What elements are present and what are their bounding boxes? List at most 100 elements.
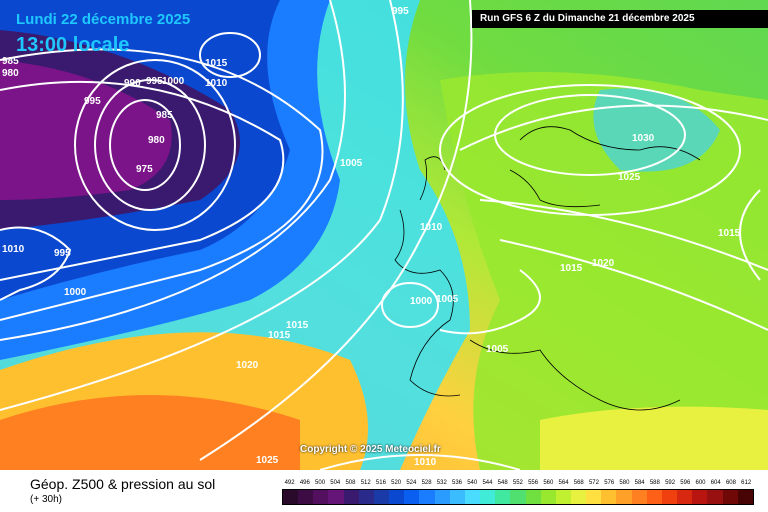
scale-label: 540: [465, 478, 480, 489]
scale-swatch: [526, 490, 541, 504]
isobar-label: 1025: [618, 172, 641, 183]
south-yellow: [540, 407, 768, 470]
scale-label: 564: [556, 478, 571, 489]
isobar-label: 985: [156, 110, 173, 121]
isobar-label: 1025: [256, 455, 279, 466]
scale-swatch: [723, 490, 738, 504]
scale-label: 568: [571, 478, 586, 489]
scale-swatch: [298, 490, 313, 504]
scale-swatch: [450, 490, 465, 504]
scale-swatch: [480, 490, 495, 504]
scale-label: 552: [510, 478, 525, 489]
scale-swatch: [707, 490, 722, 504]
scale-label: 536: [449, 478, 464, 489]
scale-label: 584: [632, 478, 647, 489]
scale-swatch: [632, 490, 647, 504]
isobar-label: 980: [148, 135, 165, 146]
scale-swatch: [647, 490, 662, 504]
scale-swatch: [359, 490, 374, 504]
scale-label: 492: [282, 478, 297, 489]
scale-swatch: [389, 490, 404, 504]
isobar-label: 975: [136, 164, 153, 175]
scale-swatch: [510, 490, 525, 504]
scale-label: 548: [495, 478, 510, 489]
isobar-label: 995: [392, 6, 409, 17]
scale-swatch: [662, 490, 677, 504]
scale-label: 500: [312, 478, 327, 489]
isobar-label: 1000: [64, 287, 87, 298]
isobar-label: 985: [2, 56, 19, 67]
scale-label: 604: [708, 478, 723, 489]
scale-label: 524: [404, 478, 419, 489]
isobar-label: 980: [2, 68, 19, 79]
run-banner: Run GFS 6 Z du Dimanche 21 décembre 2025: [472, 10, 768, 28]
scale-label: 572: [586, 478, 601, 489]
scale-swatch: [692, 490, 707, 504]
scale-label: 588: [647, 478, 662, 489]
isobar-label: 1010: [414, 457, 437, 468]
isobar-label: 1005: [340, 158, 363, 169]
scale-swatch: [328, 490, 343, 504]
weather-map: 995 985 980 1015 1010 990 995 1000 995 9…: [0, 0, 768, 470]
isobar-label: 1015: [560, 263, 583, 274]
scale-swatch: [541, 490, 556, 504]
isobar-label: 1005: [486, 344, 509, 355]
scale-label: 560: [541, 478, 556, 489]
scale-swatch: [586, 490, 601, 504]
map-canvas: 995 985 980 1015 1010 990 995 1000 995 9…: [0, 0, 768, 470]
color-scale: 492 496 500 504 508 512 516 520 524 528 532 536 540 5…: [282, 478, 754, 505]
scale-swatch: [465, 490, 480, 504]
scale-label: 520: [389, 478, 404, 489]
isobar-label: 1005: [436, 294, 459, 305]
scale-label: 532: [434, 478, 449, 489]
scale-label: 576: [602, 478, 617, 489]
isobar-label: 995: [84, 96, 101, 107]
isobar-label: 1015: [205, 58, 228, 69]
scale-swatch: [374, 490, 389, 504]
scale-label: 596: [678, 478, 693, 489]
scale-swatch: [419, 490, 434, 504]
scale-swatch: [571, 490, 586, 504]
scale-swatch: [495, 490, 510, 504]
isobar-label: 1000: [410, 296, 433, 307]
scale-label: 608: [723, 478, 738, 489]
scale-label: 544: [480, 478, 495, 489]
scale-swatch: [435, 490, 450, 504]
scale-label: 512: [358, 478, 373, 489]
isobar-label: 1000: [162, 76, 185, 87]
isobar-label: 1030: [632, 133, 655, 144]
isobar-label: 1015: [718, 228, 741, 239]
scale-swatch: [677, 490, 692, 504]
isobar-label: 1020: [236, 360, 259, 371]
scale-label: 612: [739, 478, 754, 489]
scale-swatch: [283, 490, 298, 504]
scale-label: 528: [419, 478, 434, 489]
scale-label: 516: [373, 478, 388, 489]
copyright-notice: Copyright © 2025 Meteociel.fr: [300, 444, 441, 455]
legend-subtitle: (+ 30h): [30, 494, 62, 505]
isobar-label: 995: [54, 248, 71, 259]
scale-labels: 492 496 500 504 508 512 516 520 524 528 532 536 540 5…: [282, 478, 754, 489]
scale-label: 592: [662, 478, 677, 489]
scale-label: 508: [343, 478, 358, 489]
scale-swatch: [601, 490, 616, 504]
forecast-time: 13:00 locale: [16, 34, 129, 57]
scale-swatch: [344, 490, 359, 504]
scale-label: 600: [693, 478, 708, 489]
scale-label: 496: [297, 478, 312, 489]
scale-bar: [282, 489, 754, 505]
forecast-date: Lundi 22 décembre 2025: [16, 11, 190, 28]
scale-label: 580: [617, 478, 632, 489]
isobar-label: 1010: [205, 78, 228, 89]
scale-label: 556: [526, 478, 541, 489]
scale-label: 504: [328, 478, 343, 489]
scale-swatch: [616, 490, 631, 504]
isobar-label: 990: [124, 78, 141, 89]
isobar-label: 995: [146, 76, 163, 87]
scale-swatch: [738, 490, 753, 504]
legend-title: Géop. Z500 & pression au sol: [30, 476, 215, 492]
isobar-label: 1015: [268, 330, 291, 341]
isobar-label: 1010: [420, 222, 443, 233]
scale-swatch: [313, 490, 328, 504]
